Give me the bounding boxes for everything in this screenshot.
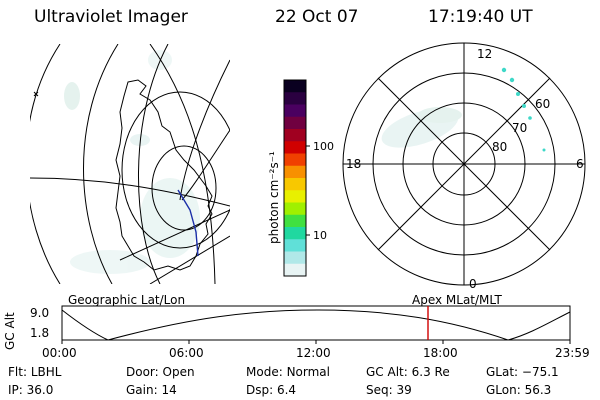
footer-gain: Gain: 14 [126,383,177,397]
altitude-right-title: Apex MLat/MLT [412,293,502,307]
geographic-map [30,44,230,284]
map-emission-haze [64,50,200,274]
colorbar-segment [284,263,306,277]
altitude-x-ticks [61,340,571,344]
colorbar-segment [284,239,306,252]
altitude-axis-label: GC Alt [3,312,17,350]
footer-glon: GLon: 56.3 [486,383,552,397]
colorbar-frame [283,79,307,277]
colorbar-segment [284,104,306,118]
map-latitude-circle-2 [121,91,230,249]
map-small-marker [33,91,39,97]
footer-seq: Seq: 39 [366,383,412,397]
polar-plot [342,42,586,286]
mlat-label-80: 80 [492,140,508,154]
satellite-ground-track [177,189,199,257]
footer-ip: IP: 36.0 [8,383,54,397]
footer-door: Door: Open [126,365,195,379]
colorbar [283,79,310,277]
mlat-label-70: 70 [512,121,528,135]
map-diagonal-2 [149,235,230,284]
instrument-title: Ultraviolet Imager [34,7,188,27]
map-diagonal-1 [119,209,230,261]
colorbar-segment [284,227,306,240]
colorbar-segment [284,92,306,105]
observation-time: 17:19:40 UT [428,7,533,27]
map-longitude-5 [179,59,230,201]
mlt-label-0: 0 [469,277,477,291]
colorbar-segment [284,165,306,179]
polar-emission-dots [501,67,546,152]
altitude-xtick-0600: 06:00 [169,346,204,360]
polar-diag-2 [377,77,551,251]
colorbar-segment [284,116,306,130]
colorbar-tick-100: 100 [313,140,334,153]
colorbar-segment [284,178,306,191]
altitude-ytick-high: 9.0 [30,306,50,320]
observation-date: 22 Oct 07 [275,7,359,27]
colorbar-segment [284,129,306,142]
altitude-xtick-0000: 00:00 [42,346,77,360]
footer-filter: Flt: LBHL [8,365,62,379]
altitude-left-title: Geographic Lat/Lon [68,293,186,307]
colorbar-segment [284,141,306,154]
map-limb-arc-3 [137,44,169,284]
mlat-label-60: 60 [535,97,551,111]
map-latitude-circle-1 [151,145,217,231]
mlt-label-6: 6 [576,157,584,171]
altitude-panel [61,305,571,344]
altitude-xtick-1200: 12:00 [296,346,331,360]
map-latitude-line [30,177,230,207]
polar-emission-haze [381,107,462,148]
map-limb-arc-2 [83,44,119,284]
mlt-label-18: 18 [346,157,362,171]
colorbar-segment [284,80,306,93]
altitude-curve [61,309,571,341]
altitude-xtick-1800: 18:00 [423,346,458,360]
colorbar-segment [284,214,306,228]
colorbar-unit-label: photon cm⁻²s⁻¹ [267,151,281,244]
footer-gc-alt: GC Alt: 6.3 Re [366,365,450,379]
altitude-xtick-2359: 23:59 [555,346,590,360]
mlt-label-12: 12 [477,47,493,61]
colorbar-tick-10: 10 [313,229,327,242]
colorbar-segment [284,251,306,265]
footer-dsp: Dsp: 6.4 [246,383,297,397]
footer-glat: GLat: −75.1 [486,365,559,379]
map-limb-arc-1 [30,44,61,284]
colorbar-segment [284,202,306,216]
altitude-ytick-low: 1.8 [30,326,50,340]
map-longitude-4 [149,44,216,284]
footer-mode: Mode: Normal [246,365,330,379]
colorbar-segment [284,153,306,167]
colorbar-segment [284,190,306,203]
